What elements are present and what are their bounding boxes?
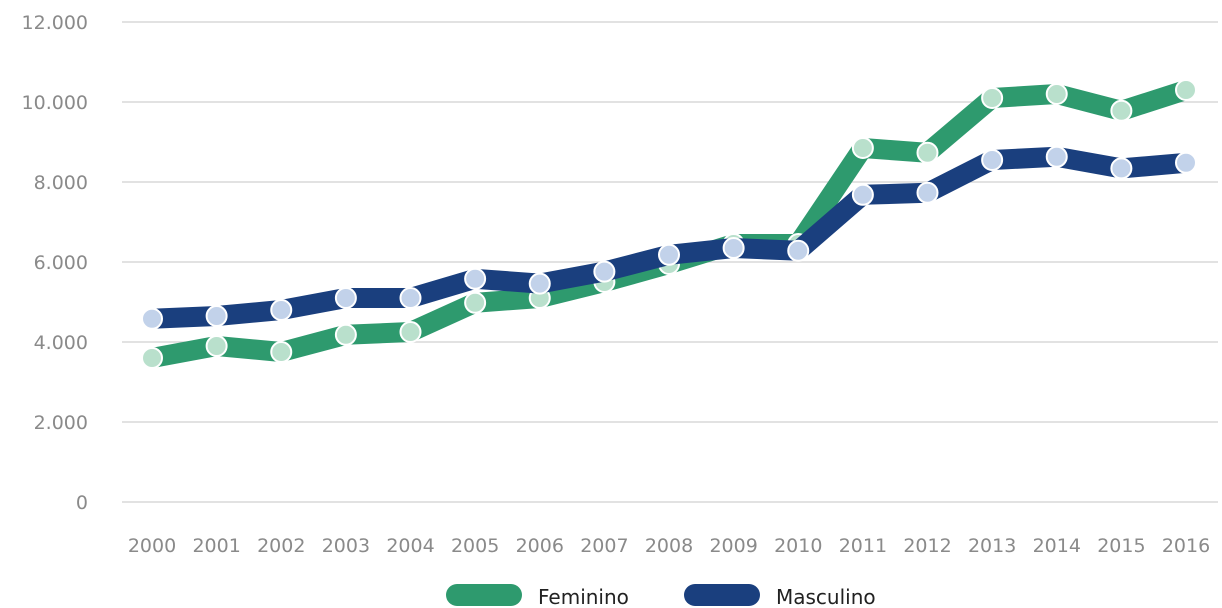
data-point xyxy=(399,321,422,343)
data-point xyxy=(851,137,874,159)
data-point xyxy=(916,141,939,164)
data-point xyxy=(722,237,745,259)
data-point xyxy=(658,243,680,266)
x-tick-label: 2015 xyxy=(1097,535,1145,557)
x-tick-label: 2002 xyxy=(257,535,305,557)
data-point xyxy=(1045,145,1068,168)
x-tick-label: 2007 xyxy=(580,535,628,557)
y-tick-label: 12.000 xyxy=(22,12,88,34)
legend-item-feminino: Feminino xyxy=(446,584,629,608)
x-tick-label: 2011 xyxy=(839,535,887,557)
data-point xyxy=(141,347,163,369)
legend-label: Feminino xyxy=(538,585,629,608)
x-tick-label: 2009 xyxy=(709,535,757,557)
data-point xyxy=(1175,79,1197,101)
x-tick-label: 2000 xyxy=(128,535,176,557)
data-point xyxy=(981,87,1004,109)
y-axis-tick-labels: 0 2.000 4.000 6.000 8.000 10.000 12.000 xyxy=(22,12,88,514)
data-point xyxy=(464,291,487,314)
x-tick-label: 2016 xyxy=(1162,535,1210,557)
data-point xyxy=(399,287,422,309)
legend-item-masculino: Masculino xyxy=(684,584,876,608)
y-tick-label: 6.000 xyxy=(34,252,88,274)
series-line-feminino xyxy=(142,80,1196,368)
x-tick-label: 2013 xyxy=(968,535,1016,557)
x-tick-label: 2004 xyxy=(386,535,434,557)
series-masculino xyxy=(141,145,1197,330)
data-point xyxy=(205,305,228,327)
data-point xyxy=(787,239,810,262)
x-axis-tick-labels: 2000 2001 2002 2003 2004 2005 2006 2007 2008 2009… xyxy=(128,535,1210,557)
data-point xyxy=(1110,99,1133,122)
series-layer xyxy=(141,79,1197,369)
x-tick-label: 2003 xyxy=(322,535,370,557)
legend: Feminino Masculino xyxy=(446,584,876,608)
data-point xyxy=(141,307,163,330)
x-tick-label: 2006 xyxy=(516,535,564,557)
data-point xyxy=(1110,157,1133,180)
y-tick-label: 4.000 xyxy=(34,332,88,354)
data-point xyxy=(270,341,293,363)
x-tick-label: 2010 xyxy=(774,535,822,557)
data-point xyxy=(205,335,228,357)
x-tick-label: 2012 xyxy=(903,535,951,557)
data-point xyxy=(270,299,293,321)
data-point xyxy=(1045,83,1068,105)
legend-label: Masculino xyxy=(776,585,876,608)
legend-swatch xyxy=(684,584,760,606)
data-point xyxy=(851,183,874,206)
y-tick-label: 0 xyxy=(76,492,88,514)
data-point xyxy=(334,287,357,309)
data-point xyxy=(916,181,939,204)
x-tick-label: 2008 xyxy=(645,535,693,557)
x-tick-label: 2001 xyxy=(192,535,240,557)
y-tick-label: 10.000 xyxy=(22,92,88,114)
y-tick-label: 2.000 xyxy=(34,412,88,434)
data-point xyxy=(528,272,551,295)
data-point xyxy=(1175,151,1197,174)
legend-swatch xyxy=(446,584,522,606)
series-line-masculino xyxy=(142,146,1196,329)
x-tick-label: 2014 xyxy=(1033,535,1081,557)
data-point xyxy=(334,323,357,346)
series-feminino xyxy=(141,79,1197,369)
data-point xyxy=(464,267,487,290)
data-point xyxy=(593,260,616,283)
data-point xyxy=(981,149,1004,171)
x-tick-label: 2005 xyxy=(451,535,499,557)
y-tick-label: 8.000 xyxy=(34,172,88,194)
